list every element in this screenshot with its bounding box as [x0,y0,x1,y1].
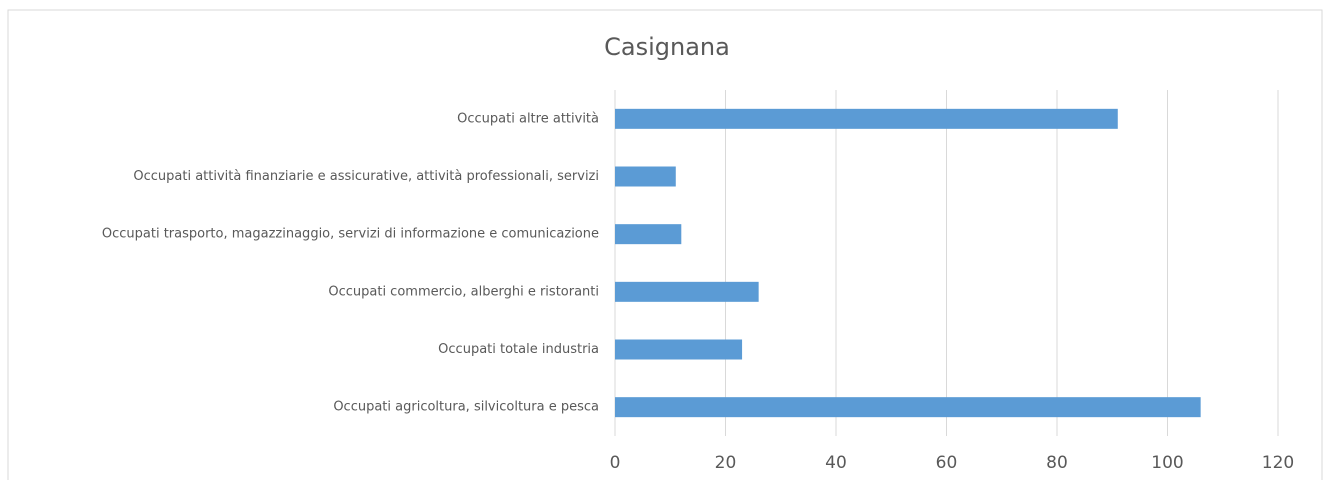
x-tick-label: 20 [715,453,737,473]
y-tick-label: Occupati agricoltura, silvicoltura e pes… [333,400,599,415]
y-tick-label: Occupati commercio, alberghi e ristorant… [328,284,599,299]
bar [615,281,759,302]
x-tick-label: 100 [1151,453,1183,473]
y-tick-label: Occupati attività finanziarie e assicura… [133,169,599,184]
bar [615,166,676,187]
bar [615,397,1201,418]
x-tick-label: 60 [936,453,958,473]
x-tick-label: 80 [1046,453,1068,473]
x-tick-label: 0 [610,453,621,473]
y-tick-label: Occupati trasporto, magazzinaggio, servi… [102,227,599,242]
bar [615,224,682,245]
x-tick-label: 40 [825,453,847,473]
bar [615,339,743,360]
bar [615,108,1118,129]
y-tick-label: Occupati altre attività [457,111,599,126]
chart-title: Casignana [604,33,730,61]
y-tick-label: Occupati totale industria [438,342,599,357]
x-tick-label: 120 [1262,453,1294,473]
